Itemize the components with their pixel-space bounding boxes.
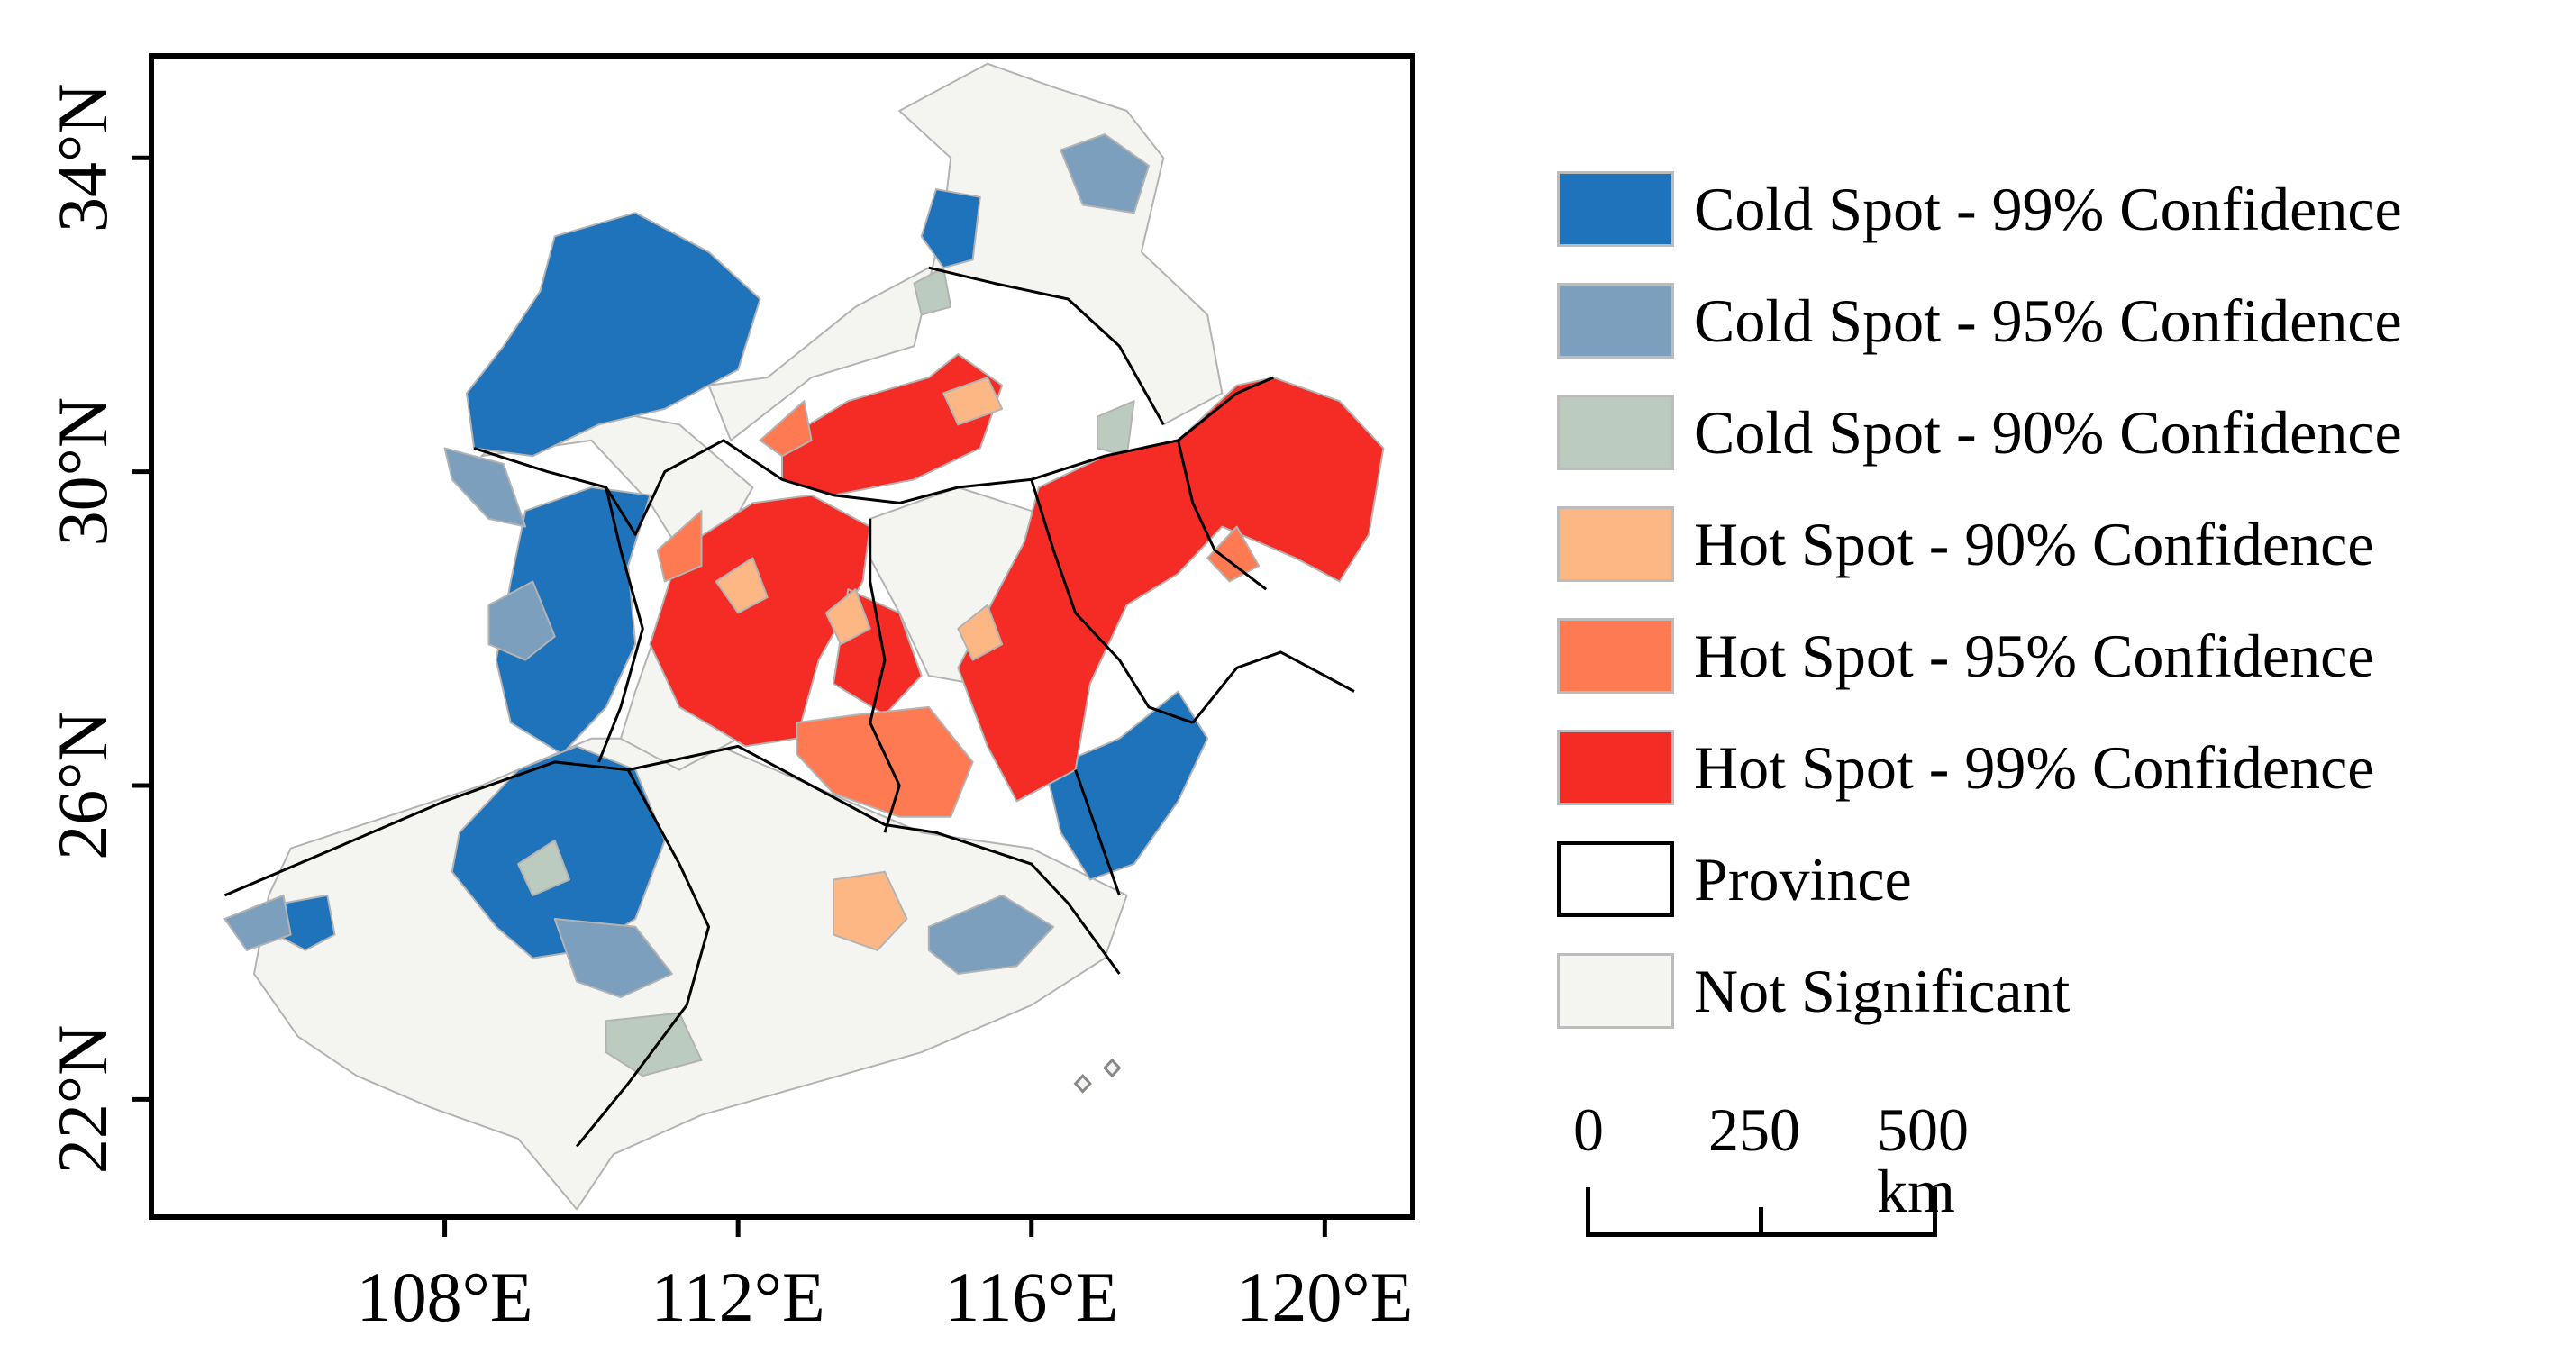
province-border-5 [1030,478,1194,724]
y-tick-label: 34°N [43,83,122,232]
region-hot90-31 [957,604,1004,661]
region-cold99-8 [920,188,981,269]
province-border-7 [1074,769,1121,896]
legend-swatch-hot90 [1557,506,1674,582]
region-hot90-30 [942,377,1004,426]
region-cold95-12 [553,918,673,999]
province-border-6 [1191,650,1355,724]
x-tick-label: 120°E [1236,1258,1413,1336]
legend-label: Hot Spot - 99% Confidence [1694,733,2375,802]
region-hot99-22 [957,377,1385,803]
legend-swatch-hot99 [1557,730,1674,805]
y-tick-label: 26°N [43,711,122,860]
scale-tick-start [1586,1187,1590,1237]
y-tick-label: 30°N [43,397,122,547]
x-tick-label: 116°E [944,1258,1118,1336]
region-hot95-25 [656,510,703,583]
map-regions [223,62,1385,1211]
region-hot90-29 [824,588,871,646]
legend-swatch-cold95 [1557,283,1674,359]
province-border-4 [869,518,901,833]
legend-item-cold99: Cold Spot - 99% Confidence [1557,153,2557,265]
legend: Cold Spot - 99% Confidence Cold Spot - 9… [1557,153,2557,1047]
legend-swatch-not-significant [1557,953,1674,1029]
scale-tick-end [1933,1187,1937,1237]
legend-item-cold90: Cold Spot - 90% Confidence [1557,377,2557,488]
region-cold95-10 [443,447,527,528]
legend-label: Cold Spot - 95% Confidence [1694,286,2402,355]
region-hot99-20 [649,494,871,748]
island-1 [1073,1074,1092,1094]
legend-item-not-significant: Not Significant [1557,935,2557,1047]
legend-label: Hot Spot - 95% Confidence [1694,622,2375,690]
legend-label: Hot Spot - 90% Confidence [1694,510,2375,578]
province-border-3 [597,486,644,763]
region-hot95-26 [759,400,813,458]
region-cold99-7 [1045,690,1209,881]
region-cold90-18 [913,267,952,316]
region-hot95-27 [1206,525,1261,583]
island-0 [1103,1058,1122,1078]
province-border-9 [1177,440,1268,591]
region-hot90-28 [833,870,908,951]
province-border-2 [473,376,1274,536]
legend-item-hot99: Hot Spot - 99% Confidence [1557,712,2557,823]
legend-swatch-cold99 [1557,171,1674,247]
scale-tick-mid [1759,1207,1763,1237]
legend-swatch-cold90 [1557,395,1674,470]
province-border-8 [928,266,1165,426]
legend-item-hot95: Hot Spot - 95% Confidence [1557,600,2557,712]
axis-ticks: 108°E 112°E 116°E 120°E 34°N 30°N 26°N 22°N [43,83,1413,1336]
region-cold95-13 [927,894,1055,975]
y-tick-label: 22°N [43,1025,122,1175]
scale-bar: 0 250 500 km [1557,1081,2062,1261]
legend-swatch-hot95 [1557,618,1674,694]
x-tick-label: 108°E [357,1258,533,1336]
x-tick-label: 112°E [651,1258,825,1336]
province-border-0 [223,744,1121,975]
scale-label-0: 0 [1573,1095,1604,1164]
legend-label: Cold Spot - 90% Confidence [1694,398,2402,467]
map-frame [149,53,1415,1220]
region-cold90-16 [517,839,570,896]
region-cold95-11 [487,580,556,661]
scale-label-250: 250 [1708,1095,1800,1164]
region-cold95-14 [1060,133,1150,214]
region-cold90-17 [605,1012,703,1077]
scale-label-500: 500 km [1877,1095,1969,1225]
province-border-1 [575,768,711,1148]
province-borders [223,266,1355,1148]
legend-label: Province [1694,845,1912,913]
legend-label: Cold Spot - 99% Confidence [1694,175,2402,243]
legend-item-hot90: Hot Spot - 90% Confidence [1557,488,2557,600]
legend-item-province: Province [1557,823,2557,935]
legend-label: Not Significant [1694,957,2071,1025]
legend-swatch-province [1557,841,1674,917]
region-hot95-24 [796,705,974,818]
region-cold99-4 [466,212,761,458]
region-hot90-32 [715,557,769,614]
region-cold95-15 [223,894,292,951]
legend-item-cold95: Cold Spot - 95% Confidence [1557,265,2557,377]
